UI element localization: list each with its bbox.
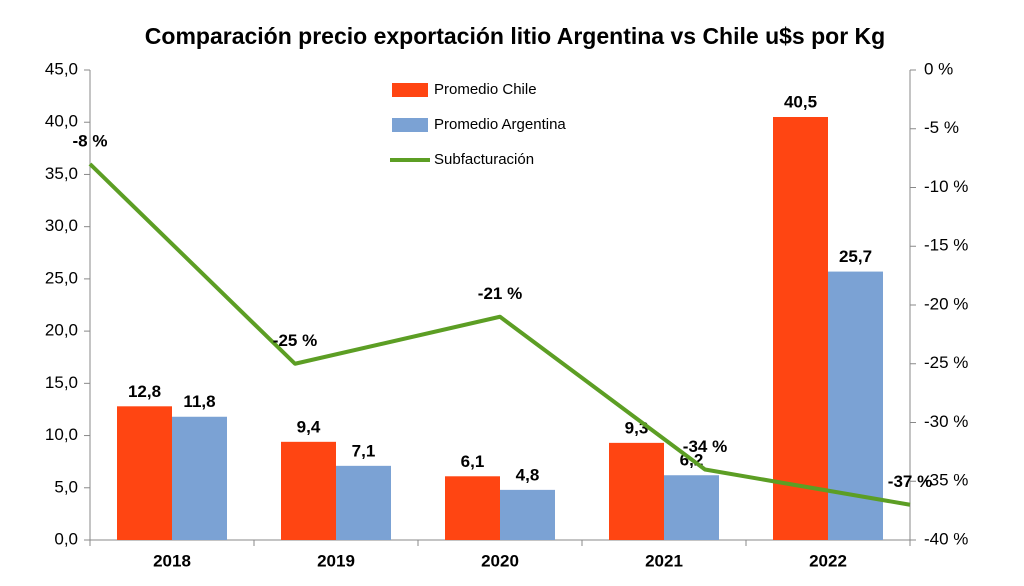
bar-value-label: 12,8 [128, 382, 161, 401]
y2-tick-label: -30 % [924, 412, 968, 431]
bar-value-label: 4,8 [516, 465, 540, 484]
bar-value-label: 40,5 [784, 92, 817, 111]
y-tick-label: 20,0 [45, 321, 78, 340]
y2-tick-label: -10 % [924, 177, 968, 196]
line-value-label: -21 % [478, 284, 522, 303]
x-tick-label: 2022 [809, 551, 847, 570]
y-tick-label: 35,0 [45, 164, 78, 183]
y-tick-label: 45,0 [45, 59, 78, 78]
y-tick-label: 40,0 [45, 112, 78, 131]
y2-tick-label: 0 % [924, 59, 953, 78]
bar-value-label: 9,4 [297, 417, 321, 436]
legend-label: Promedio Chile [434, 81, 537, 98]
y2-tick-label: -25 % [924, 353, 968, 372]
bar-value-label: 6,1 [461, 452, 485, 471]
y-tick-label: 10,0 [45, 425, 78, 444]
x-tick-label: 2019 [317, 551, 355, 570]
y-tick-label: 0,0 [54, 529, 78, 548]
y-tick-label: 30,0 [45, 216, 78, 235]
x-tick-label: 2021 [645, 551, 683, 570]
bar-value-label: 11,8 [183, 392, 215, 411]
legend-label: Subfacturación [434, 151, 534, 168]
legend-swatch [392, 83, 428, 97]
bar [336, 465, 391, 540]
bar [445, 476, 500, 540]
bar [117, 406, 172, 540]
y2-tick-label: -40 % [924, 529, 968, 548]
bar [500, 489, 555, 540]
bar [172, 416, 227, 540]
legend-swatch [392, 118, 428, 132]
y-tick-label: 5,0 [54, 477, 78, 496]
y-tick-label: 25,0 [45, 268, 78, 287]
line-value-label: -25 % [273, 331, 317, 350]
bar [609, 442, 664, 540]
y2-tick-label: -35 % [924, 471, 968, 490]
x-tick-label: 2020 [481, 551, 519, 570]
x-tick-label: 2018 [153, 551, 191, 570]
y-tick-label: 15,0 [45, 373, 78, 392]
y2-tick-label: -5 % [924, 118, 959, 137]
bar [281, 441, 336, 540]
y2-tick-label: -20 % [924, 294, 968, 313]
line [88, 162, 911, 507]
y2-tick-label: -15 % [924, 236, 968, 255]
line-value-label: -8 % [73, 131, 108, 150]
bar [664, 475, 719, 540]
line-value-label: -34 % [683, 437, 727, 456]
bar-value-label: 25,7 [839, 247, 872, 266]
bar [773, 117, 828, 540]
line-value-label: -37 % [888, 472, 932, 491]
legend-label: Promedio Argentina [434, 116, 566, 133]
bar-value-label: 7,1 [352, 441, 376, 460]
bar-value-label: 9,3 [625, 418, 649, 437]
chart-title: Comparación precio exportación litio Arg… [145, 23, 885, 49]
